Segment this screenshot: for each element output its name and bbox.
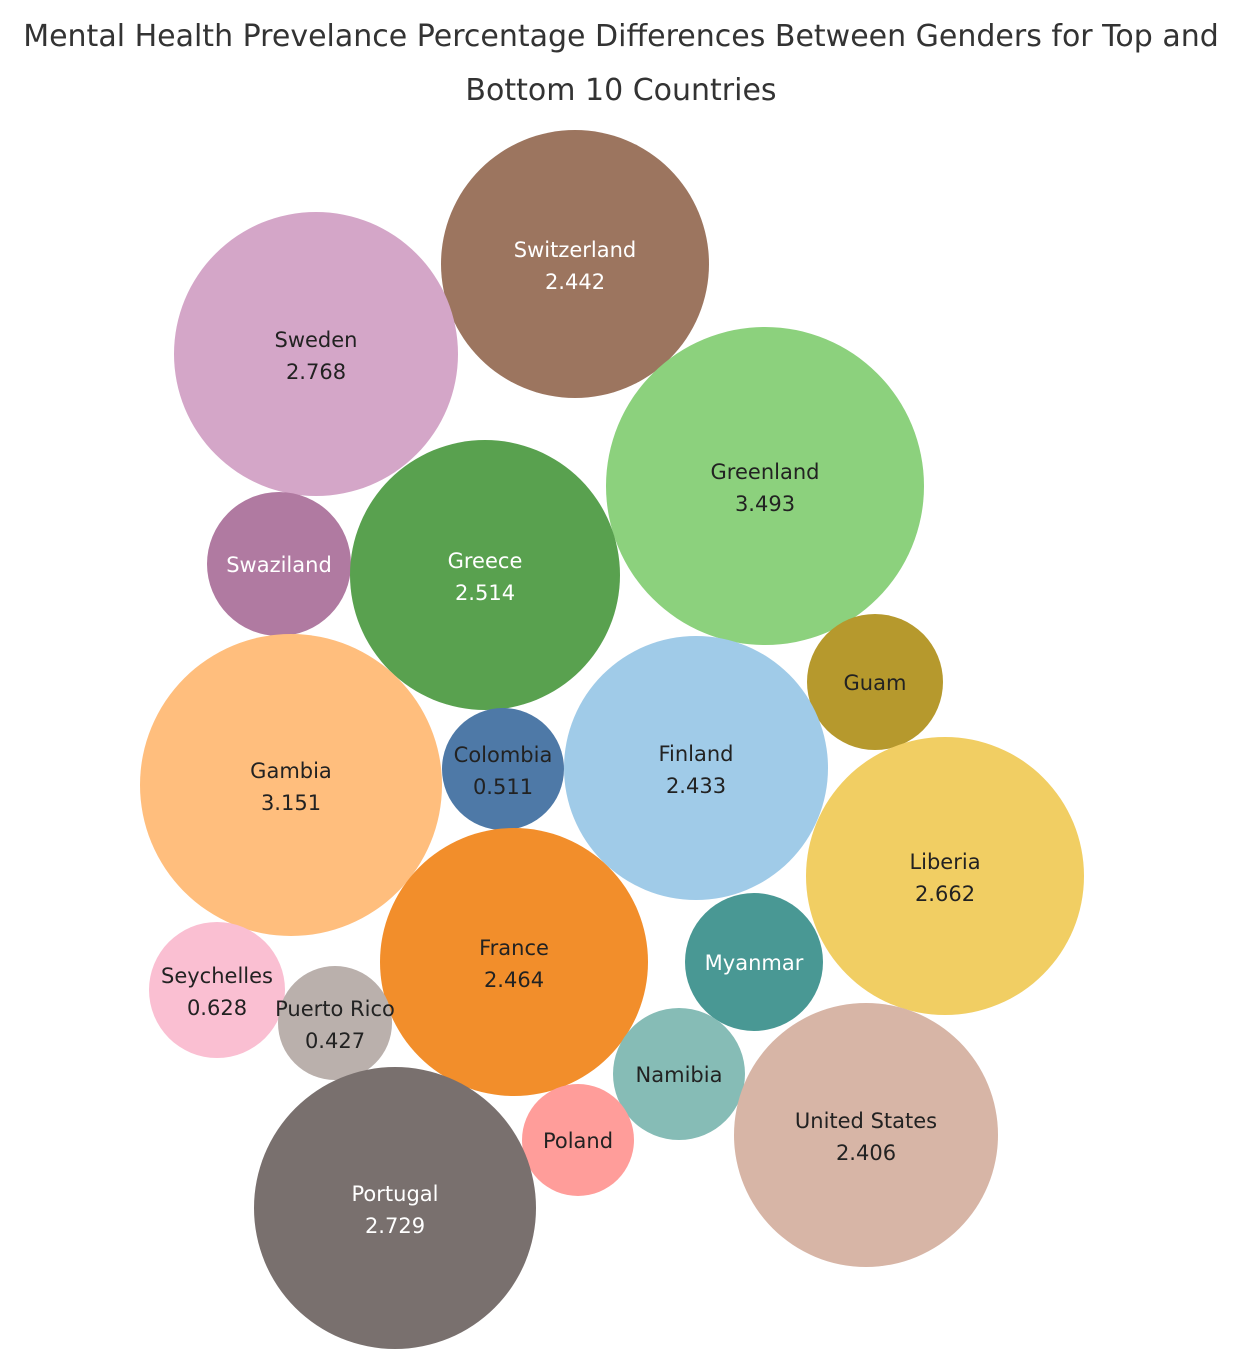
bubble-label-guam: Guam — [844, 671, 907, 695]
bubble-value-united-states: 2.406 — [836, 1141, 896, 1165]
bubble-poland[interactable]: Poland — [522, 1084, 634, 1196]
bubble-value-finland: 2.433 — [666, 774, 726, 798]
bubble-label-seychelles: Seychelles — [161, 964, 273, 988]
bubble-circle-poland[interactable] — [522, 1084, 634, 1196]
bubble-circle-namibia[interactable] — [613, 1008, 745, 1140]
bubble-circle-france[interactable] — [380, 828, 648, 1096]
bubble-value-colombia: 0.511 — [473, 775, 533, 799]
bubble-label-greece: Greece — [448, 549, 523, 573]
bubble-value-gambia: 3.151 — [261, 791, 321, 815]
bubble-greenland[interactable]: Greenland 3.493 — [606, 327, 924, 645]
bubble-value-seychelles: 0.628 — [187, 996, 247, 1020]
bubble-circle-guam[interactable] — [807, 614, 943, 750]
bubble-label-united-states: United States — [795, 1109, 937, 1133]
chart-title-line-2: Bottom 10 Countries — [465, 73, 777, 108]
bubble-united-states[interactable]: United States 2.406 — [734, 1003, 998, 1267]
bubble-greece[interactable]: Greece 2.514 — [350, 440, 620, 710]
bubble-guam[interactable]: Guam — [807, 614, 943, 750]
bubble-namibia[interactable]: Namibia — [613, 1008, 745, 1140]
bubble-circle-myanmar[interactable] — [685, 893, 823, 1031]
bubble-label-portugal: Portugal — [352, 1182, 439, 1206]
bubble-switzerland[interactable]: Switzerland 2.442 — [441, 130, 709, 398]
bubble-circle-finland[interactable] — [564, 636, 828, 900]
bubble-label-finland: Finland — [658, 742, 733, 766]
bubble-label-greenland: Greenland — [711, 460, 820, 484]
bubble-circle-greece[interactable] — [350, 440, 620, 710]
chart-title-line-1: Mental Health Prevelance Percentage Diff… — [23, 19, 1219, 54]
bubble-value-france: 2.464 — [484, 968, 544, 992]
bubble-label-france: France — [479, 936, 549, 960]
bubble-label-poland: Poland — [543, 1129, 613, 1153]
bubble-circle-swaziland[interactable] — [207, 492, 351, 636]
bubble-circle-colombia[interactable] — [442, 708, 564, 830]
bubble-label-puerto-rico: Puerto Rico — [275, 997, 395, 1021]
bubble-seychelles[interactable]: Seychelles 0.628 — [149, 922, 285, 1058]
bubble-circle-liberia[interactable] — [806, 737, 1084, 1015]
bubble-circle-portugal[interactable] — [254, 1067, 536, 1349]
bubble-puerto-rico[interactable]: Puerto Rico 0.427 — [275, 966, 395, 1080]
bubble-gambia[interactable]: Gambia 3.151 — [140, 634, 442, 936]
bubble-label-gambia: Gambia — [250, 759, 332, 783]
bubble-circle-united-states[interactable] — [734, 1003, 998, 1267]
bubble-value-greece: 2.514 — [455, 581, 515, 605]
bubble-swaziland[interactable]: Swaziland — [207, 492, 351, 636]
bubble-label-myanmar: Myanmar — [705, 951, 804, 975]
bubble-label-namibia: Namibia — [636, 1063, 723, 1087]
bubble-label-liberia: Liberia — [909, 850, 980, 874]
bubble-circle-sweden[interactable] — [174, 212, 458, 496]
chart-title: Mental Health Prevelance Percentage Diff… — [0, 10, 1242, 118]
bubble-label-colombia: Colombia — [454, 743, 553, 767]
bubble-value-portugal: 2.729 — [365, 1214, 425, 1238]
bubble-label-swaziland: Swaziland — [226, 553, 332, 577]
bubble-circle-puerto-rico[interactable] — [278, 966, 392, 1080]
bubble-liberia[interactable]: Liberia 2.662 — [806, 737, 1084, 1015]
bubble-france[interactable]: France 2.464 — [380, 828, 648, 1096]
bubble-value-switzerland: 2.442 — [545, 270, 605, 294]
bubble-value-greenland: 3.493 — [735, 492, 795, 516]
bubble-colombia[interactable]: Colombia 0.511 — [442, 708, 564, 830]
bubble-label-sweden: Sweden — [275, 328, 358, 352]
bubble-circle-gambia[interactable] — [140, 634, 442, 936]
bubble-sweden[interactable]: Sweden 2.768 — [174, 212, 458, 496]
bubble-circle-seychelles[interactable] — [149, 922, 285, 1058]
bubble-label-switzerland: Switzerland — [514, 238, 637, 262]
bubble-value-sweden: 2.768 — [286, 360, 346, 384]
bubble-value-puerto-rico: 0.427 — [305, 1029, 365, 1053]
bubble-circle-greenland[interactable] — [606, 327, 924, 645]
bubble-myanmar[interactable]: Myanmar — [685, 893, 823, 1031]
bubble-value-liberia: 2.662 — [915, 882, 975, 906]
bubble-portugal[interactable]: Portugal 2.729 — [254, 1067, 536, 1349]
bubble-circle-switzerland[interactable] — [441, 130, 709, 398]
bubble-finland[interactable]: Finland 2.433 — [564, 636, 828, 900]
